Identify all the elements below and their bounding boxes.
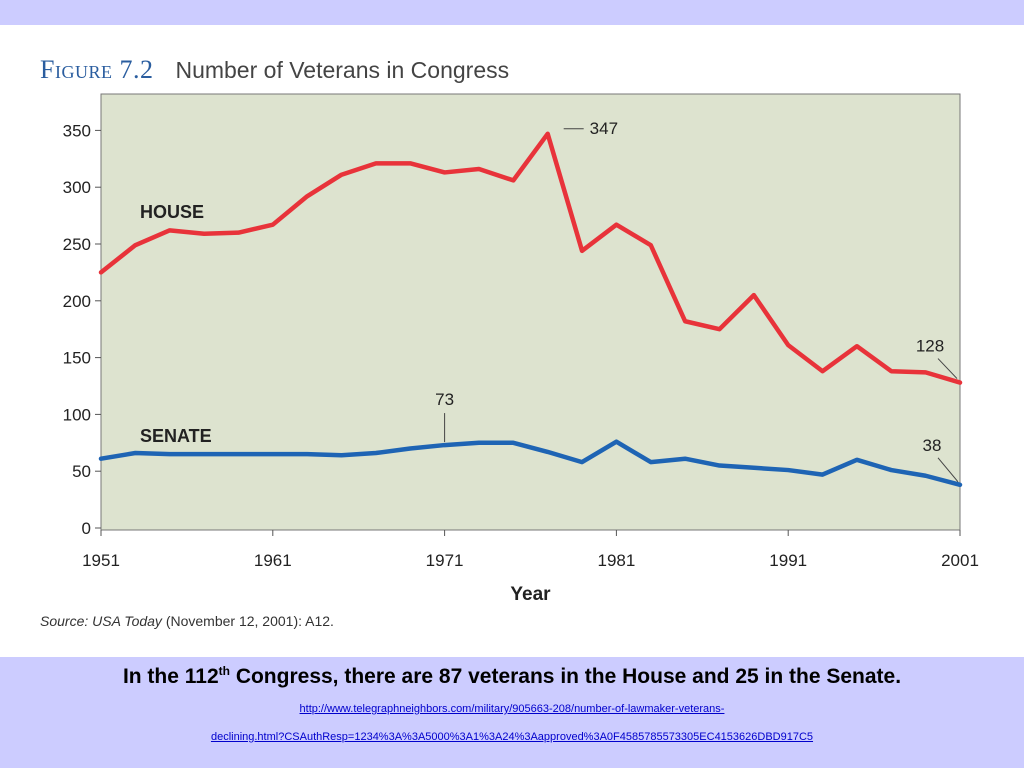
y-tick-label: 100 [63, 405, 91, 424]
source-prefix: Source: [40, 613, 89, 629]
figure-panel: Figure 7.2 Number of Veterans in Congress… [0, 25, 1024, 657]
y-tick-label: 50 [72, 462, 91, 481]
y-tick-label: 200 [63, 292, 91, 311]
series-line-senate [98, 439, 963, 488]
series-label-senate: SENATE [140, 426, 212, 446]
annotation-label: 128 [916, 337, 944, 356]
x-tick-label: 1961 [254, 551, 292, 570]
annotation-leader [937, 358, 958, 379]
figure-label: Figure 7.2 [40, 55, 154, 84]
annotation-label: 38 [923, 436, 942, 455]
figure-title-text: Number of Veterans in Congress [175, 57, 510, 83]
y-tick-label: 250 [63, 235, 91, 254]
annotation-leader [937, 457, 959, 483]
y-tick-label: 350 [63, 121, 91, 140]
plot-area [100, 93, 961, 531]
y-tick-label: 0 [82, 519, 91, 538]
source-details: (November 12, 2001): A12. [165, 613, 334, 629]
annotation-label: 73 [435, 390, 454, 409]
y-tick-label: 150 [63, 349, 91, 368]
series-label-house: HOUSE [140, 202, 204, 222]
x-tick-label: 1991 [769, 551, 807, 570]
veterans-line-chart: 0 50 100 150 200 250 300 350 1951 1961 1971 1981 199… [63, 93, 979, 605]
source-link-line-1[interactable]: http://www.telegraphneighbors.com/milita… [299, 703, 725, 715]
annotation-label: 347 [590, 119, 618, 138]
caption-sup: th [218, 664, 230, 678]
x-tick-label: 1971 [426, 551, 464, 570]
x-axis-title: Year [510, 584, 551, 605]
x-tick-label: 1951 [82, 551, 120, 570]
caption-before: In the 112 [122, 665, 219, 688]
x-tick-label: 1981 [597, 551, 635, 570]
y-tick-label: 300 [63, 178, 91, 197]
source-link-line-2[interactable]: declining.html?CSAuthResp=1234%3A%3A5000… [210, 731, 814, 743]
caption: In the 112th Congress, there are 87 vete… [0, 664, 1024, 689]
series-line-house [98, 131, 963, 385]
figure-title: Figure 7.2 Number of Veterans in Congress [40, 55, 509, 85]
x-tick-label: 2001 [941, 551, 979, 570]
source-publication: USA Today [92, 613, 162, 629]
caption-after: Congress, there are 87 veterans in the H… [229, 665, 902, 688]
source-note: Source: USA Today (November 12, 2001): A… [40, 613, 334, 629]
